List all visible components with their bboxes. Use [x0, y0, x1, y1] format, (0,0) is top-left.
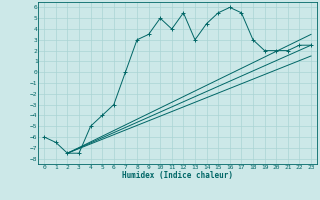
- X-axis label: Humidex (Indice chaleur): Humidex (Indice chaleur): [122, 171, 233, 180]
